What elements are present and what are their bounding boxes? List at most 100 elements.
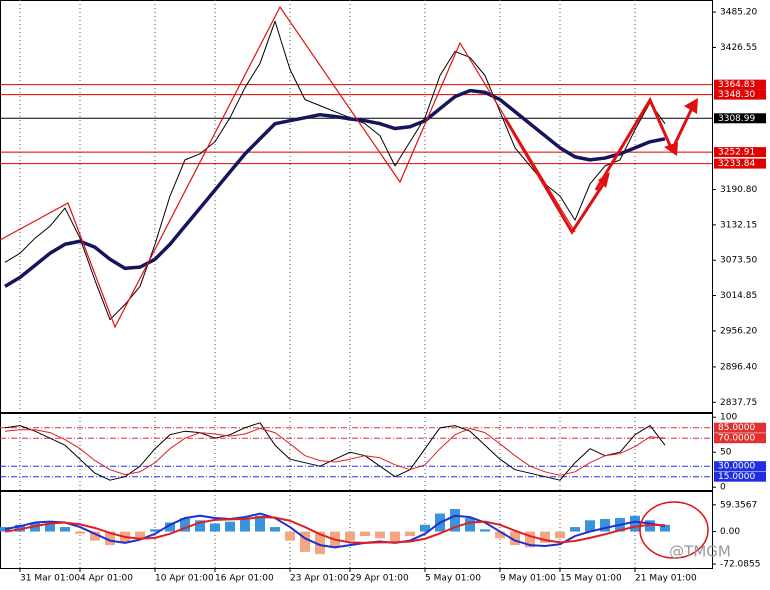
histogram-bar	[360, 531, 370, 537]
y-tick-label: 2837.75	[720, 398, 757, 408]
x-tick-label: 21 May 01:00	[635, 574, 697, 584]
zigzag	[0, 5, 576, 329]
arrow-path	[594, 96, 694, 191]
x-tick-label: 10 Apr 01:00	[155, 574, 214, 584]
histogram-bar	[225, 521, 235, 532]
level-label-box	[714, 89, 766, 100]
y-tick-label: 3132.15	[720, 220, 757, 230]
histogram-bar	[135, 531, 145, 539]
arrow-head	[684, 98, 698, 114]
histogram-bar	[555, 531, 565, 539]
histogram-bar	[150, 529, 160, 532]
histogram-bar	[450, 509, 460, 532]
x-tick-label: 31 Mar 01:00	[20, 574, 80, 584]
x-tick-label: 23 Apr 01:00	[290, 574, 349, 584]
x-tick-label: 15 May 01:00	[560, 574, 622, 584]
arrow-head	[598, 172, 610, 188]
level-label: 30.0000	[718, 462, 755, 472]
x-tick-label: 16 Apr 01:00	[215, 574, 274, 584]
histogram-bar	[270, 527, 280, 532]
level-label-box	[714, 461, 766, 472]
y-tick-label: 50	[720, 448, 732, 458]
histogram-bar	[240, 518, 250, 532]
y-tick-label: 3014.85	[720, 291, 757, 301]
histogram-bar	[480, 529, 490, 532]
histogram-bar	[315, 531, 325, 555]
histogram-bar	[195, 520, 205, 532]
series-line	[4, 20, 666, 321]
histogram-bar	[105, 531, 115, 546]
y-tick-label: 2956.20	[720, 326, 757, 336]
histogram-bar	[600, 518, 610, 532]
histogram-bar	[660, 524, 670, 532]
histogram-bar	[510, 531, 520, 546]
panel-frame	[0, 0, 713, 413]
watermark: @TMGM	[669, 543, 731, 561]
histogram-bar	[465, 518, 475, 532]
level-label-box	[714, 433, 766, 444]
histogram-bar	[375, 531, 385, 539]
level-label-box	[714, 471, 766, 482]
histogram-bar	[420, 524, 430, 532]
series-line	[4, 427, 666, 476]
highlight-circle	[639, 501, 709, 559]
histogram-bar	[90, 531, 100, 541]
y-tick-label: -72.0855	[720, 560, 760, 570]
histogram-bar	[300, 531, 310, 552]
level-label: 3252.91	[718, 148, 755, 158]
x-tick-label: 29 Apr 01:00	[350, 574, 409, 584]
level-label-box	[714, 79, 766, 90]
histogram-bar	[405, 531, 415, 537]
y-tick-label: 2896.40	[720, 362, 757, 372]
histogram-bar	[525, 531, 535, 548]
level-label-box	[714, 422, 766, 433]
level-label-box	[714, 147, 766, 158]
arrow-path	[503, 117, 608, 235]
y-tick-label: 3426.55	[720, 43, 757, 53]
histogram-bar	[570, 527, 580, 532]
y-tick-label: 3073.50	[720, 256, 757, 266]
series-line	[4, 516, 666, 544]
x-tick-label: 9 May 01:00	[500, 574, 556, 584]
histogram-bar	[645, 520, 655, 532]
level-label: 3308.99	[718, 114, 755, 124]
level-label: 15.0000	[718, 472, 755, 482]
level-label-box	[714, 158, 766, 169]
series-line	[4, 88, 666, 288]
x-tick-label: 5 May 01:00	[425, 574, 481, 584]
histogram-bar	[165, 522, 175, 532]
histogram-bar	[630, 515, 640, 532]
histogram-bar	[75, 531, 85, 534]
histogram-bar	[540, 531, 550, 543]
level-label: 3348.30	[718, 90, 755, 100]
histogram-bar	[585, 520, 595, 532]
level-label: 3233.84	[718, 159, 755, 169]
y-tick-label: 3190.80	[720, 185, 757, 195]
level-label-box	[714, 113, 766, 124]
y-tick-label: 0	[720, 483, 726, 493]
arrow-head	[664, 142, 678, 156]
histogram-bar	[255, 515, 265, 532]
histogram-bar	[60, 527, 70, 532]
level-label: 85.0000	[718, 423, 755, 433]
histogram-bar	[345, 531, 355, 541]
x-tick-label: 4 Apr 01:00	[80, 574, 133, 584]
y-tick-label: 59.3567	[720, 500, 757, 510]
series-line	[4, 422, 666, 481]
histogram-bar	[285, 531, 295, 541]
histogram-bar	[15, 524, 25, 532]
series-line	[4, 512, 666, 549]
level-label: 70.0000	[718, 434, 755, 444]
level-label: 3364.83	[718, 80, 755, 90]
histogram-bar	[45, 523, 55, 532]
y-tick-label: 0.00	[720, 527, 740, 537]
y-tick-label: 3485.20	[720, 8, 757, 18]
y-tick-label: 100	[720, 413, 737, 423]
histogram-bar	[390, 531, 400, 543]
histogram-bar	[180, 518, 190, 532]
histogram-bar	[210, 523, 220, 532]
histogram-bar	[495, 531, 505, 539]
